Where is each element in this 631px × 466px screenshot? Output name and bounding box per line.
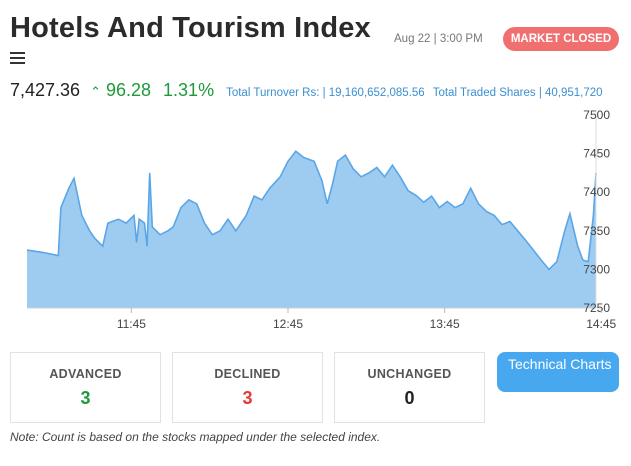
advanced-label: ADVANCED <box>49 367 122 381</box>
declined-label: DECLINED <box>214 367 281 381</box>
timestamp: Aug 22 | 3:00 PM <box>394 33 483 45</box>
up-arrow-icon: ⌃ <box>90 84 101 99</box>
market-status-badge: MARKET CLOSED <box>503 27 619 51</box>
total-turnover: Total Turnover Rs: | 19,160,652,085.56 <box>226 87 425 99</box>
declined-stat: DECLINED 3 <box>172 352 323 423</box>
change-value: 96.28 <box>105 80 152 100</box>
total-traded-shares: Total Traded Shares | 40,951,720 <box>432 87 603 99</box>
index-area-chart[interactable]: 7500 7450 7400 7350 7300 7250 11:45 12:45 13:45 1… <box>0 105 631 340</box>
y-tick-label: 7450 <box>583 147 610 161</box>
x-tick-label: 13:45 <box>430 317 460 331</box>
y-tick-label: 7300 <box>583 262 610 276</box>
area-fill <box>27 151 596 308</box>
hamburger-menu-icon[interactable] <box>10 52 25 64</box>
x-tick-label: 14:45 <box>586 317 616 331</box>
declined-value: 3 <box>242 388 253 408</box>
technical-charts-button[interactable]: Technical Charts <box>497 352 619 392</box>
advanced-value: 3 <box>80 388 91 408</box>
index-value: 7,427.36 <box>10 80 81 100</box>
quote-row: 7,427.36 ⌃ 96.28 1.31% Total Turnover Rs… <box>10 80 603 101</box>
unchanged-value: 0 <box>404 388 415 408</box>
y-tick-label: 7250 <box>583 301 610 315</box>
y-tick-label: 7500 <box>583 108 610 122</box>
unchanged-stat: UNCHANGED 0 <box>334 352 485 423</box>
footnote: Note: Count is based on the stocks mappe… <box>10 430 381 444</box>
series-line <box>26 150 597 271</box>
y-tick-label: 7400 <box>583 185 610 199</box>
advanced-stat: ADVANCED 3 <box>10 352 161 423</box>
y-tick-label: 7350 <box>583 224 610 238</box>
percent-change: 1.31% <box>163 80 215 100</box>
index-change: ⌃ 96.28 <box>90 80 151 101</box>
x-tick-label: 11:45 <box>117 317 146 331</box>
unchanged-label: UNCHANGED <box>367 367 452 381</box>
x-tick-label: 12:45 <box>273 317 303 331</box>
page-title: Hotels And Tourism Index <box>10 12 371 44</box>
